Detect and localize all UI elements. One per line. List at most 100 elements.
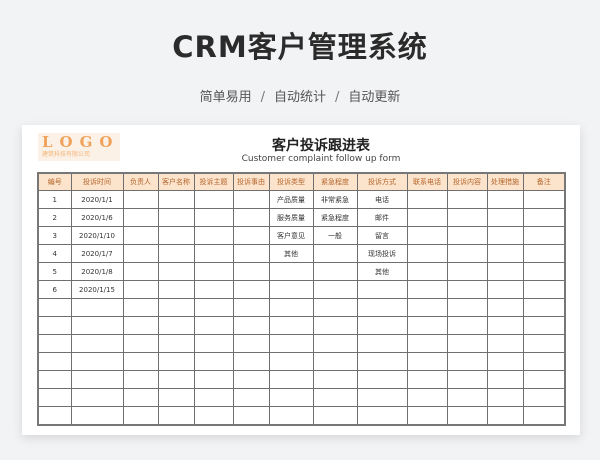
table-cell[interactable] [446, 226, 488, 245]
table-cell[interactable] [446, 388, 488, 407]
table-cell[interactable] [122, 352, 159, 371]
table-cell[interactable] [406, 226, 448, 245]
table-cell[interactable] [268, 298, 314, 317]
table-cell[interactable]: 2 [37, 208, 72, 227]
table-cell[interactable] [268, 406, 314, 426]
table-cell[interactable] [312, 370, 358, 389]
table-cell[interactable] [312, 334, 358, 353]
table-cell[interactable] [312, 298, 358, 317]
table-cell[interactable] [70, 370, 124, 389]
table-cell[interactable] [486, 298, 524, 317]
table-cell[interactable]: 其他 [356, 262, 408, 281]
table-cell[interactable] [157, 316, 195, 335]
table-cell[interactable] [406, 280, 448, 299]
table-cell[interactable] [122, 316, 159, 335]
table-cell[interactable] [522, 406, 566, 426]
table-cell[interactable]: 产品质量 [268, 190, 314, 209]
table-cell[interactable] [157, 226, 195, 245]
table-cell[interactable] [522, 388, 566, 407]
table-cell[interactable] [486, 226, 524, 245]
table-cell[interactable] [37, 388, 72, 407]
table-cell[interactable] [232, 406, 270, 426]
table-cell[interactable]: 现场投诉 [356, 244, 408, 263]
table-cell[interactable] [193, 352, 234, 371]
table-cell[interactable] [232, 316, 270, 335]
table-cell[interactable] [122, 388, 159, 407]
table-cell[interactable] [232, 388, 270, 407]
table-cell[interactable] [446, 316, 488, 335]
table-cell[interactable] [268, 280, 314, 299]
table-cell[interactable] [406, 334, 448, 353]
table-cell[interactable] [232, 226, 270, 245]
table-cell[interactable] [446, 334, 488, 353]
table-cell[interactable]: 一般 [312, 226, 358, 245]
table-cell[interactable] [122, 244, 159, 263]
table-cell[interactable] [232, 280, 270, 299]
table-cell[interactable]: 客户意见 [268, 226, 314, 245]
table-cell[interactable] [268, 388, 314, 407]
table-cell[interactable] [193, 334, 234, 353]
table-cell[interactable] [446, 280, 488, 299]
table-cell[interactable] [522, 370, 566, 389]
table-cell[interactable] [522, 244, 566, 263]
table-cell[interactable] [232, 370, 270, 389]
table-cell[interactable] [157, 370, 195, 389]
table-cell[interactable] [446, 406, 488, 426]
table-cell[interactable] [232, 244, 270, 263]
table-cell[interactable] [268, 262, 314, 281]
table-cell[interactable] [268, 352, 314, 371]
table-cell[interactable] [268, 316, 314, 335]
table-cell[interactable] [157, 334, 195, 353]
table-cell[interactable] [193, 262, 234, 281]
table-cell[interactable] [312, 316, 358, 335]
table-cell[interactable] [486, 388, 524, 407]
table-cell[interactable] [356, 280, 408, 299]
table-cell[interactable] [406, 244, 448, 263]
table-cell[interactable] [356, 298, 408, 317]
table-cell[interactable] [193, 388, 234, 407]
table-cell[interactable] [193, 370, 234, 389]
table-cell[interactable] [157, 352, 195, 371]
table-cell[interactable] [446, 298, 488, 317]
table-cell[interactable]: 紧急程度 [312, 208, 358, 227]
table-cell[interactable] [522, 352, 566, 371]
table-cell[interactable] [356, 388, 408, 407]
table-cell[interactable]: 非常紧急 [312, 190, 358, 209]
table-cell[interactable] [157, 262, 195, 281]
table-cell[interactable]: 2020/1/10 [70, 226, 124, 245]
table-cell[interactable] [37, 352, 72, 371]
table-cell[interactable] [486, 352, 524, 371]
table-cell[interactable] [193, 280, 234, 299]
table-cell[interactable] [232, 334, 270, 353]
table-cell[interactable] [486, 406, 524, 426]
table-cell[interactable] [312, 262, 358, 281]
table-cell[interactable] [70, 352, 124, 371]
table-cell[interactable] [406, 262, 448, 281]
table-cell[interactable] [157, 190, 195, 209]
table-cell[interactable] [406, 406, 448, 426]
table-cell[interactable]: 2020/1/6 [70, 208, 124, 227]
table-cell[interactable] [446, 244, 488, 263]
table-cell[interactable] [486, 244, 524, 263]
table-cell[interactable] [122, 406, 159, 426]
table-cell[interactable]: 4 [37, 244, 72, 263]
table-cell[interactable] [312, 280, 358, 299]
table-cell[interactable] [446, 190, 488, 209]
table-cell[interactable] [157, 280, 195, 299]
table-cell[interactable] [70, 406, 124, 426]
table-cell[interactable] [522, 262, 566, 281]
table-cell[interactable]: 3 [37, 226, 72, 245]
table-cell[interactable] [406, 316, 448, 335]
table-cell[interactable]: 5 [37, 262, 72, 281]
table-cell[interactable] [157, 388, 195, 407]
table-cell[interactable] [37, 316, 72, 335]
table-cell[interactable]: 电话 [356, 190, 408, 209]
table-cell[interactable] [522, 190, 566, 209]
table-cell[interactable] [232, 262, 270, 281]
table-cell[interactable] [193, 298, 234, 317]
table-cell[interactable] [122, 262, 159, 281]
table-cell[interactable] [37, 334, 72, 353]
table-cell[interactable] [486, 190, 524, 209]
table-cell[interactable] [356, 316, 408, 335]
table-cell[interactable] [446, 370, 488, 389]
